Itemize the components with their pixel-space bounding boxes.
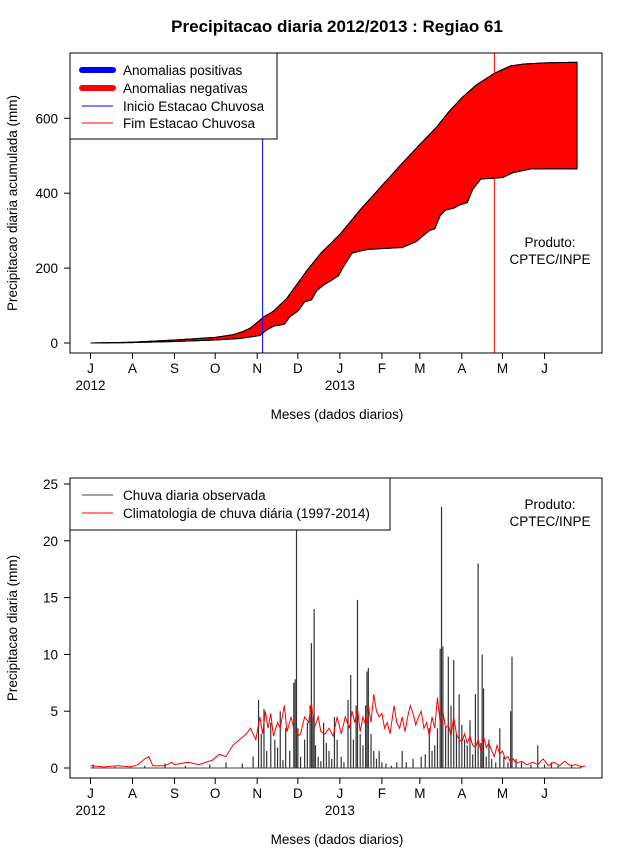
x-tick-label: N <box>252 786 262 801</box>
x-tick-label: A <box>457 361 466 376</box>
bottom-x-axis-label: Meses (dados diarios) <box>271 832 404 847</box>
figure-title: Precipitacao diaria 2012/2013 : Regiao 6… <box>171 17 503 36</box>
top-legend: Anomalias positivas Anomalias negativas … <box>69 52 278 140</box>
y-tick-label: 600 <box>35 111 58 126</box>
daily-chart: 0 5 10 15 20 25 J A S O N D J F M A M J 2012 2013 Precipita… <box>5 477 603 847</box>
x-tick-label: J <box>541 786 548 801</box>
x-tick-label: D <box>293 786 303 801</box>
x-tick-label: M <box>414 786 425 801</box>
top-x-axis-label: Meses (dados diarios) <box>271 407 404 422</box>
bottom-legend: Chuva diaria observada Climatologia de c… <box>69 477 391 531</box>
bottom-credit-line-1: Produto: <box>524 497 575 512</box>
top-series-layer <box>90 53 578 353</box>
climatology-daily-line <box>90 694 586 768</box>
top-credit-line-2: CPTEC/INPE <box>509 252 590 267</box>
x-year-label: 2013 <box>325 378 355 393</box>
x-tick-label: M <box>497 361 508 376</box>
x-tick-label: O <box>210 786 221 801</box>
x-tick-label: F <box>378 786 386 801</box>
cumulative-chart: 0 200 400 600 J A S O N D J F M A M J 2012 2013 Precipita… <box>5 52 603 422</box>
y-tick-label: 0 <box>50 761 58 776</box>
x-tick-label: A <box>457 786 466 801</box>
y-tick-label: 200 <box>35 261 58 276</box>
x-tick-label: J <box>337 786 344 801</box>
bottom-axes-layer: 0 5 10 15 20 25 J A S O N D J F M A M J 2012 2013 <box>43 477 548 818</box>
bottom-credit-line-2: CPTEC/INPE <box>509 514 590 529</box>
y-tick-label: 20 <box>43 534 58 549</box>
legend-label-climatologia: Climatologia de chuva diária (1997-2014) <box>123 506 370 521</box>
legend-label-anomalias-negativas: Anomalias negativas <box>123 81 248 96</box>
x-tick-label: F <box>378 361 386 376</box>
bottom-series-layer <box>90 506 586 769</box>
x-tick-label: M <box>497 786 508 801</box>
top-axes-layer: 0 200 400 600 J A S O N D J F M A M J 2012 2013 <box>35 111 547 393</box>
x-tick-label: S <box>170 361 179 376</box>
observed-cumulative-line <box>90 168 578 344</box>
y-tick-label: 10 <box>43 647 58 662</box>
y-tick-label: 15 <box>43 591 58 606</box>
y-tick-label: 5 <box>50 704 58 719</box>
legend-label-inicio-estacao: Inicio Estacao Chuvosa <box>123 99 265 114</box>
top-plot-frame <box>69 52 603 354</box>
climatology-cumulative-line <box>90 61 578 344</box>
y-tick-label: 0 <box>50 336 58 351</box>
x-tick-label: M <box>414 361 425 376</box>
x-tick-label: J <box>87 786 94 801</box>
x-tick-label: S <box>170 786 179 801</box>
top-credit-line-1: Produto: <box>524 235 575 250</box>
x-tick-label: D <box>293 361 303 376</box>
legend-label-chuva-observada: Chuva diaria observada <box>123 488 266 503</box>
bottom-legend-box <box>69 477 391 531</box>
top-y-axis-label: Precipitacao diaria acumulada (mm) <box>5 95 20 311</box>
x-year-label: 2012 <box>75 378 105 393</box>
x-tick-label: A <box>128 786 137 801</box>
x-tick-label: J <box>337 361 344 376</box>
y-tick-label: 25 <box>43 477 58 492</box>
x-tick-label: A <box>128 361 137 376</box>
x-year-label: 2013 <box>325 803 355 818</box>
x-year-label: 2012 <box>75 803 105 818</box>
x-tick-label: N <box>252 361 262 376</box>
x-tick-label: J <box>87 361 94 376</box>
x-tick-label: O <box>210 361 221 376</box>
bottom-y-axis-label: Precipitacao diaria (mm) <box>5 555 20 701</box>
legend-label-anomalias-positivas: Anomalias positivas <box>123 63 243 78</box>
legend-label-fim-estacao: Fim Estacao Chuvosa <box>123 116 256 131</box>
x-tick-label: J <box>541 361 548 376</box>
y-tick-label: 400 <box>35 186 58 201</box>
